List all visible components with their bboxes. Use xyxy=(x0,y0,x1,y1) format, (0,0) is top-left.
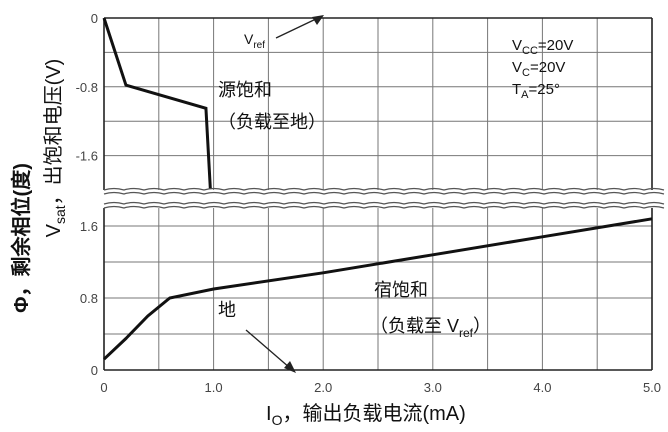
ground-arrow xyxy=(245,329,291,369)
axis-break-lower xyxy=(103,201,665,205)
y-tick-label-upper: 0 xyxy=(91,11,98,26)
x-tick-label: 4.0 xyxy=(533,380,551,395)
y-tick-label-upper: -0.8 xyxy=(76,80,98,95)
y-tick-label-lower: 1.6 xyxy=(80,219,98,234)
source-saturation-sublabel: （负载至地） xyxy=(218,112,326,132)
x-tick-label: 2.0 xyxy=(314,380,332,395)
series-layer xyxy=(102,17,653,361)
source-saturation-label: 源饱和 xyxy=(218,80,272,100)
tick-labels: 0 1.0 2.0 3.0 4.0 5.0 0 -0.8 -1.6 0 0.8 1.6 xyxy=(76,11,661,395)
y-axis-title-inner: Vsat，出饱和电压(V) xyxy=(42,59,68,238)
condition-vc: VC=20V xyxy=(512,59,565,79)
ground-label: 地 xyxy=(218,300,236,320)
sink-saturation-sublabel: （负载至 Vref） xyxy=(370,316,491,340)
y-tick-label-upper: -1.6 xyxy=(76,149,98,164)
axis-break-lower-2 xyxy=(103,205,665,209)
series-source-saturation-line xyxy=(102,17,212,189)
vref-arrow xyxy=(275,17,319,39)
x-tick-label: 1.0 xyxy=(205,380,223,395)
y-tick-label-lower: 0 xyxy=(91,363,98,378)
vref-annotation: Vref xyxy=(244,31,265,51)
chart-frame xyxy=(103,17,665,371)
axis-break-upper xyxy=(103,187,665,191)
vref-arrowhead xyxy=(312,15,324,25)
grid-lines xyxy=(104,18,652,370)
sink-saturation-label: 宿饱和 xyxy=(374,280,428,300)
x-tick-label: 5.0 xyxy=(643,380,661,395)
condition-vcc: VCC=20V xyxy=(512,37,573,57)
axis-break-upper-2 xyxy=(103,191,665,195)
condition-ta: TA=25° xyxy=(512,81,560,101)
y-tick-label-lower: 0.8 xyxy=(80,291,98,306)
x-tick-label: 3.0 xyxy=(424,380,442,395)
series-sink-saturation-line xyxy=(102,217,653,361)
x-tick-label: 0 xyxy=(100,380,107,395)
ground-arrowhead xyxy=(284,361,296,373)
x-axis-title: IO，输出负载电流(mA) xyxy=(266,402,466,428)
y-axis-title-outer: Φ，剩余相位(度) xyxy=(9,163,33,313)
